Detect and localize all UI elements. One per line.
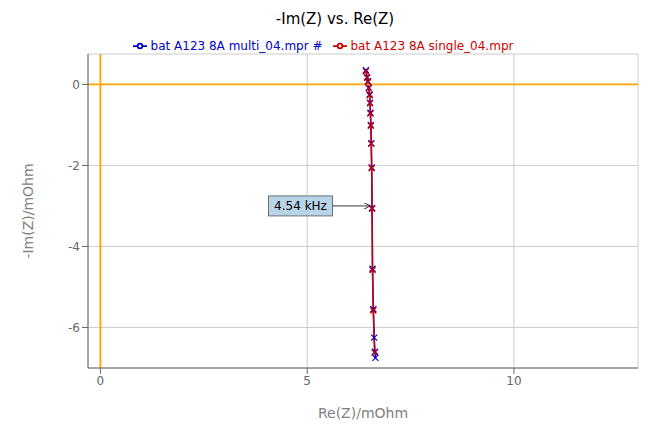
svg-text:5: 5 — [303, 374, 311, 388]
svg-text:10: 10 — [506, 374, 521, 388]
svg-text:-2: -2 — [68, 159, 80, 173]
svg-text:0: 0 — [72, 78, 80, 92]
svg-text:-Im(Z)/mOhm: -Im(Z)/mOhm — [20, 163, 36, 258]
html-text:bat A123 8A multi_04.mpr #: bat A123 8A multi_04.mpr # — [150, 39, 323, 53]
svg-text:4.54 kHz: 4.54 kHz — [274, 199, 327, 213]
svg-text:-4: -4 — [68, 240, 80, 254]
svg-text:-6: -6 — [68, 321, 80, 335]
svg-text:0: 0 — [97, 374, 105, 388]
html-text:bat A123 8A single_04.mpr: bat A123 8A single_04.mpr — [350, 39, 514, 53]
svg-text:Re(Z)/mOhm: Re(Z)/mOhm — [318, 405, 408, 421]
html-text:-Im(Z) vs. Re(Z): -Im(Z) vs. Re(Z) — [275, 10, 395, 28]
